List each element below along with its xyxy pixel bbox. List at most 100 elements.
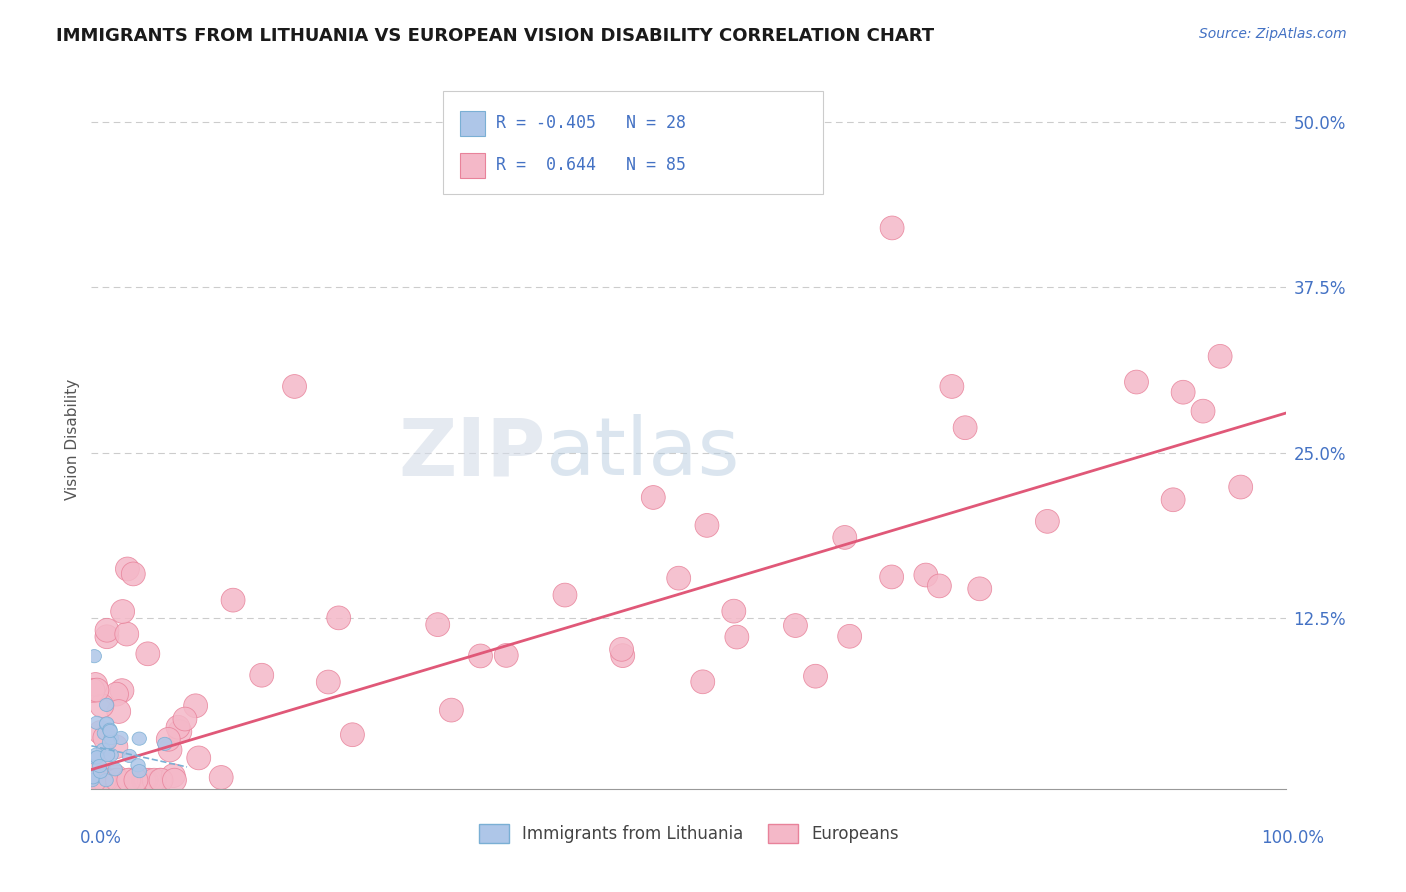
Ellipse shape [209, 765, 233, 789]
Ellipse shape [1208, 344, 1232, 368]
Ellipse shape [132, 764, 146, 778]
Ellipse shape [96, 768, 120, 792]
Text: ZIP: ZIP [398, 414, 546, 492]
Ellipse shape [122, 749, 136, 763]
Ellipse shape [610, 638, 634, 661]
Ellipse shape [690, 670, 714, 694]
Ellipse shape [83, 768, 107, 792]
Ellipse shape [725, 625, 749, 649]
Ellipse shape [880, 216, 904, 240]
Ellipse shape [98, 773, 114, 787]
Ellipse shape [131, 759, 145, 772]
Ellipse shape [96, 743, 111, 756]
Text: Source: ZipAtlas.com: Source: ZipAtlas.com [1199, 27, 1347, 41]
Ellipse shape [100, 718, 114, 731]
Text: R = -0.405   N = 28: R = -0.405 N = 28 [496, 114, 686, 132]
Ellipse shape [114, 731, 128, 745]
Ellipse shape [110, 679, 134, 703]
Text: 0.0%: 0.0% [80, 830, 122, 847]
Ellipse shape [136, 642, 160, 665]
Ellipse shape [97, 727, 111, 739]
Ellipse shape [84, 678, 108, 702]
Ellipse shape [340, 723, 364, 747]
Ellipse shape [1191, 400, 1215, 423]
Ellipse shape [124, 768, 148, 792]
Ellipse shape [967, 577, 991, 600]
Ellipse shape [90, 751, 104, 764]
Ellipse shape [87, 751, 101, 764]
Ellipse shape [84, 773, 100, 787]
Ellipse shape [666, 566, 690, 590]
Ellipse shape [783, 614, 807, 638]
Ellipse shape [117, 768, 141, 792]
Ellipse shape [93, 726, 117, 749]
Ellipse shape [914, 563, 938, 587]
Ellipse shape [316, 670, 340, 694]
Ellipse shape [136, 768, 160, 792]
Ellipse shape [132, 768, 156, 792]
Ellipse shape [695, 514, 718, 537]
Ellipse shape [1171, 380, 1195, 404]
Ellipse shape [100, 748, 115, 762]
Ellipse shape [1035, 509, 1059, 533]
Ellipse shape [166, 715, 190, 739]
Ellipse shape [187, 746, 211, 770]
Text: 100.0%: 100.0% [1261, 830, 1324, 847]
Ellipse shape [94, 768, 118, 792]
Ellipse shape [86, 771, 100, 784]
Ellipse shape [93, 765, 108, 779]
Ellipse shape [103, 736, 117, 749]
Ellipse shape [89, 721, 112, 744]
Ellipse shape [104, 731, 118, 745]
Ellipse shape [142, 768, 166, 792]
Ellipse shape [804, 665, 828, 688]
Ellipse shape [90, 768, 114, 792]
Ellipse shape [104, 768, 128, 792]
Ellipse shape [928, 574, 952, 598]
Ellipse shape [103, 724, 117, 738]
Ellipse shape [156, 728, 180, 751]
Ellipse shape [104, 682, 128, 706]
Ellipse shape [832, 525, 856, 549]
Ellipse shape [89, 768, 112, 792]
Ellipse shape [90, 716, 104, 730]
Ellipse shape [553, 583, 576, 607]
Text: R =  0.644   N = 85: R = 0.644 N = 85 [496, 156, 686, 174]
Ellipse shape [87, 649, 101, 663]
Ellipse shape [184, 694, 208, 718]
Ellipse shape [326, 606, 350, 630]
Ellipse shape [939, 375, 965, 399]
Ellipse shape [115, 623, 139, 646]
Ellipse shape [124, 768, 148, 792]
Ellipse shape [111, 599, 135, 624]
Ellipse shape [90, 694, 114, 718]
Ellipse shape [426, 613, 450, 637]
Ellipse shape [167, 720, 191, 744]
Ellipse shape [157, 738, 181, 762]
Ellipse shape [838, 624, 862, 648]
Ellipse shape [104, 764, 128, 789]
Ellipse shape [117, 768, 141, 792]
Ellipse shape [283, 375, 307, 399]
Ellipse shape [163, 768, 187, 792]
Ellipse shape [173, 707, 197, 731]
Ellipse shape [641, 485, 665, 509]
Ellipse shape [100, 698, 114, 712]
Ellipse shape [90, 747, 104, 761]
Ellipse shape [91, 768, 115, 792]
Ellipse shape [610, 644, 634, 667]
Ellipse shape [468, 644, 492, 668]
Text: IMMIGRANTS FROM LITHUANIA VS EUROPEAN VISION DISABILITY CORRELATION CHART: IMMIGRANTS FROM LITHUANIA VS EUROPEAN VI… [56, 27, 935, 45]
Ellipse shape [105, 768, 129, 792]
Ellipse shape [96, 618, 120, 642]
Ellipse shape [125, 767, 149, 790]
Ellipse shape [953, 416, 977, 440]
Ellipse shape [440, 698, 464, 722]
Ellipse shape [104, 748, 118, 762]
Text: atlas: atlas [546, 414, 740, 492]
Ellipse shape [132, 732, 146, 745]
Ellipse shape [1229, 475, 1253, 499]
Ellipse shape [250, 664, 274, 687]
Ellipse shape [82, 679, 105, 702]
Ellipse shape [83, 673, 107, 697]
